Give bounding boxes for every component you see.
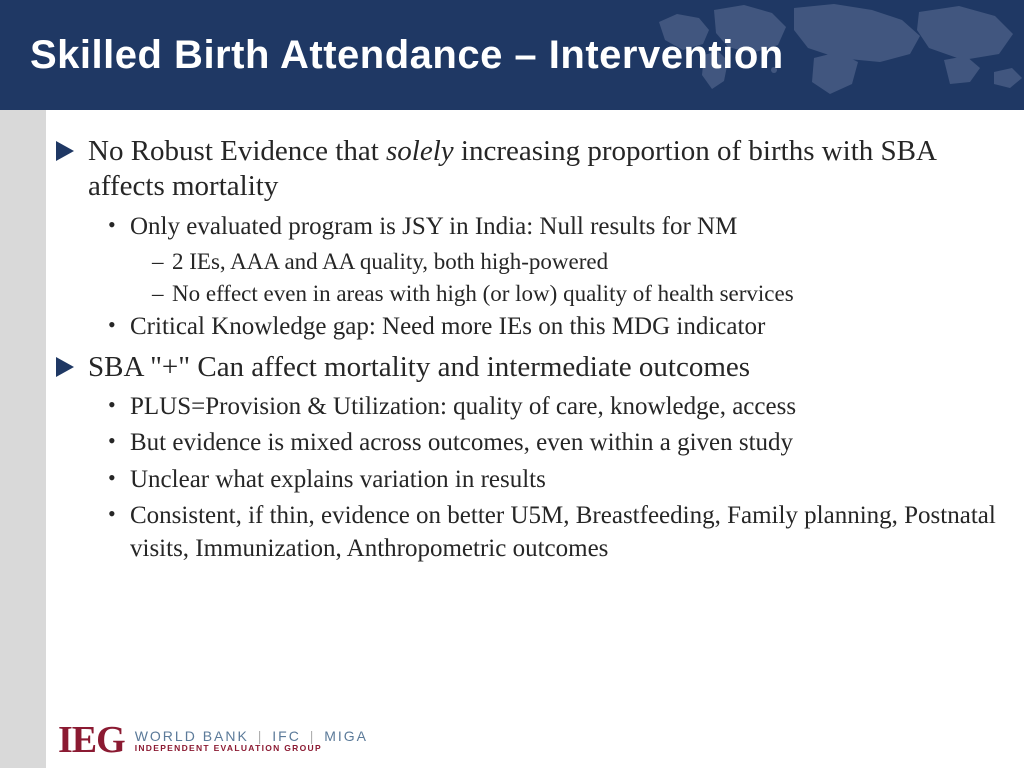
bullet-text: No effect even in areas with high (or lo… <box>172 281 794 306</box>
bullet-text: Consistent, if thin, evidence on better … <box>130 502 996 562</box>
bullet-lvl3: 2 IEs, AAA and AA quality, both high-pow… <box>56 247 1000 277</box>
bullet-lvl2: But evidence is mixed across outcomes, e… <box>56 427 1000 460</box>
bullet-text: Critical Knowledge gap: Need more IEs on… <box>130 313 765 340</box>
bullet-lvl1: No Robust Evidence that solely increasin… <box>56 134 1000 205</box>
bullet-text: PLUS=Provision & Utilization: quality of… <box>130 393 796 420</box>
slide-body: No Robust Evidence that solely increasin… <box>0 110 1024 768</box>
slide-header: Skilled Birth Attendance – Intervention <box>0 0 1024 110</box>
bullet-lvl2: Only evaluated program is JSY in India: … <box>56 211 1000 244</box>
bullet-text: No Robust Evidence that <box>88 135 386 167</box>
bullet-text: Unclear what explains variation in resul… <box>130 466 546 493</box>
slide-title: Skilled Birth Attendance – Intervention <box>30 33 784 78</box>
triangle-bullet-icon <box>56 141 74 161</box>
bullet-text-em: solely <box>386 135 454 167</box>
bullet-lvl2: PLUS=Provision & Utilization: quality of… <box>56 391 1000 424</box>
footer-logo: IEG WORLD BANK | IFC | MIGA INDEPENDENT … <box>58 726 368 755</box>
content-area: No Robust Evidence that solely increasin… <box>46 110 1024 768</box>
bullet-lvl2: Consistent, if thin, evidence on better … <box>56 500 1000 565</box>
separator: | <box>258 728 264 744</box>
org-name: WORLD BANK <box>135 728 249 744</box>
ieg-logo-mark: IEG <box>58 726 125 755</box>
bullet-text: 2 IEs, AAA and AA quality, both high-pow… <box>172 249 608 274</box>
bullet-text: SBA "+" Can affect mortality and interme… <box>88 351 750 383</box>
bullet-text: Only evaluated program is JSY in India: … <box>130 213 737 240</box>
separator: | <box>310 728 316 744</box>
ieg-subtitle: INDEPENDENT EVALUATION GROUP <box>135 743 368 753</box>
triangle-bullet-icon <box>56 357 74 377</box>
bullet-lvl2: Unclear what explains variation in resul… <box>56 464 1000 497</box>
org-name: IFC <box>272 728 301 744</box>
bullet-lvl3: No effect even in areas with high (or lo… <box>56 279 1000 309</box>
bullet-text: But evidence is mixed across outcomes, e… <box>130 429 793 456</box>
ieg-orgs: WORLD BANK | IFC | MIGA <box>135 728 368 744</box>
org-name: MIGA <box>324 728 368 744</box>
bullet-lvl2: Critical Knowledge gap: Need more IEs on… <box>56 311 1000 344</box>
bullet-lvl1: SBA "+" Can affect mortality and interme… <box>56 350 1000 385</box>
ieg-logo-text: WORLD BANK | IFC | MIGA INDEPENDENT EVAL… <box>135 726 368 753</box>
left-gutter <box>0 110 46 768</box>
